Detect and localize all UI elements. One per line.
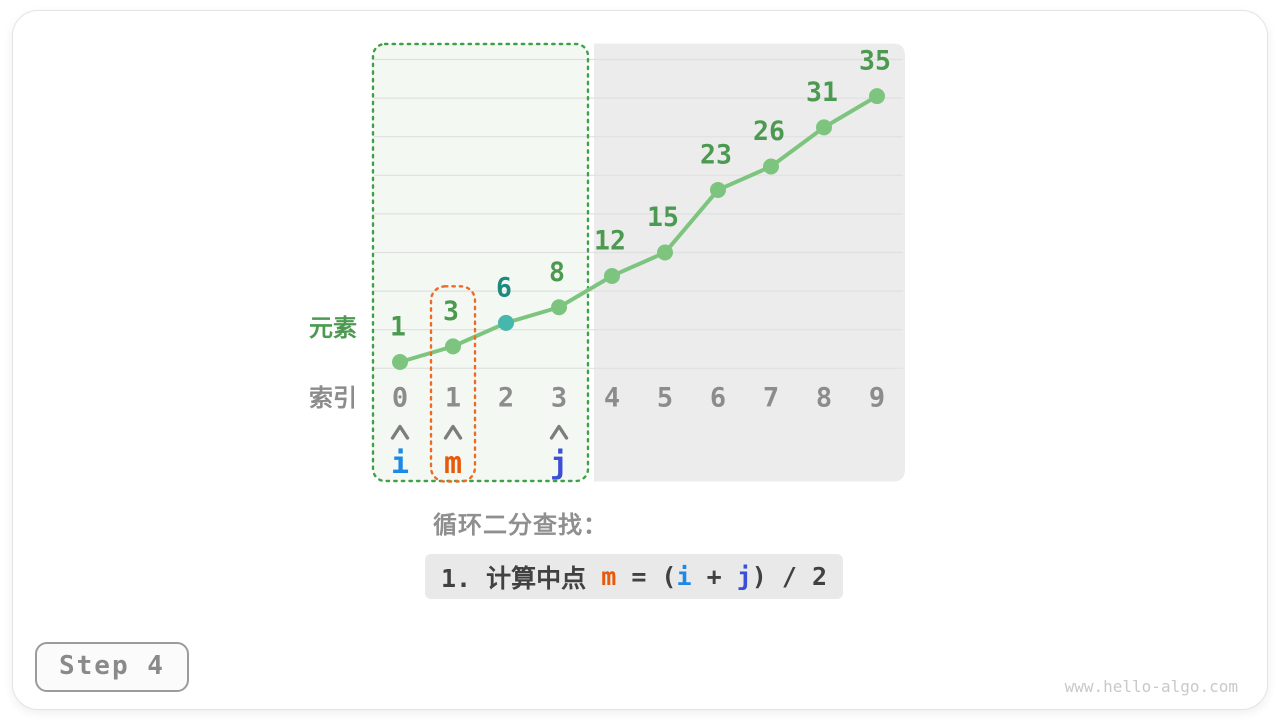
data-point (657, 244, 673, 261)
data-point (392, 354, 408, 370)
formula-box: 1. 计算中点 m = (i + j) / 2 (425, 554, 844, 599)
data-point (869, 88, 885, 105)
pointer-arrow-m (443, 424, 463, 440)
data-point (816, 119, 832, 136)
mid-pointer-dotted-box (429, 285, 477, 483)
index-label: 8 (816, 383, 832, 414)
row-label-values: 元素 (309, 314, 357, 342)
value-label: 35 (859, 46, 891, 77)
index-label: 0 (392, 383, 408, 414)
index-label: 2 (498, 383, 514, 414)
value-label: 6 (496, 272, 512, 303)
index-label: 6 (710, 383, 726, 414)
pointer-arrow-j (549, 424, 569, 440)
watermark-text: www.hello-algo.com (1064, 677, 1238, 696)
data-point (551, 299, 567, 316)
index-label: 1 (445, 383, 461, 414)
value-label: 26 (753, 116, 785, 147)
row-label-indices: 索引 (309, 384, 357, 412)
index-label: 7 (763, 383, 779, 414)
data-point (710, 181, 726, 198)
data-point (604, 267, 620, 284)
formula-segment: 1. 计算中点 (441, 563, 602, 593)
caption-title: 循环二分查找： (433, 511, 608, 539)
value-label: 15 (647, 202, 679, 233)
data-point-target (498, 314, 514, 331)
index-label: 5 (657, 383, 673, 414)
excluded-range-region (594, 43, 905, 482)
pointer-label-j: j (550, 446, 568, 481)
index-label: 9 (869, 383, 885, 414)
value-label: 31 (806, 77, 838, 108)
formula-segment: i (676, 562, 692, 591)
value-label: 12 (594, 225, 626, 256)
formula-segment: m (601, 562, 617, 591)
step-badge: Step 4 (35, 642, 189, 692)
value-label: 23 (700, 139, 732, 170)
data-point (445, 338, 461, 355)
formula-segment: = ( (616, 562, 677, 591)
index-label: 3 (551, 383, 567, 414)
data-point (763, 158, 779, 175)
search-range-dotted-box (371, 42, 590, 483)
formula-segment: + (691, 562, 737, 591)
data-line (399, 94, 879, 364)
value-label: 1 (390, 312, 406, 343)
search-range-fill (373, 44, 588, 481)
pointer-label-i: i (391, 446, 409, 481)
pointer-arrow-i (390, 424, 410, 440)
formula-segment: j (736, 562, 752, 591)
index-label: 4 (604, 383, 620, 414)
value-label: 3 (443, 296, 459, 327)
pointer-label-m: m (444, 446, 462, 481)
value-label: 8 (549, 257, 565, 288)
formula-segment: ) / 2 (751, 562, 828, 591)
